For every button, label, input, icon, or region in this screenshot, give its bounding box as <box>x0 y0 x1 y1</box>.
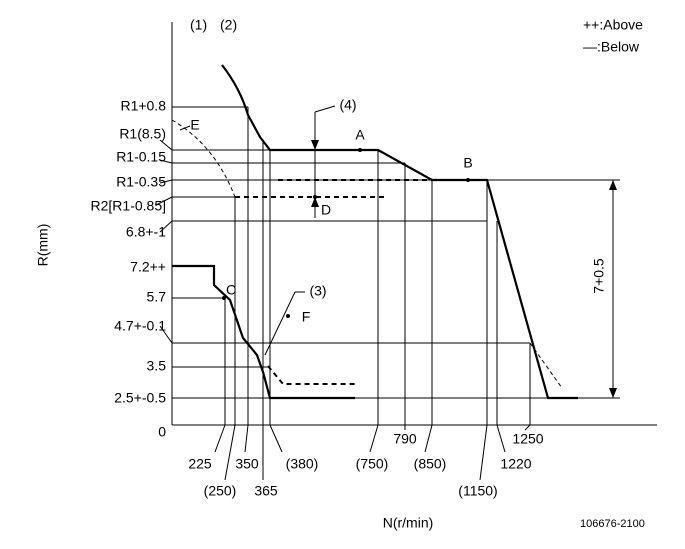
vertical-lines <box>214 107 531 481</box>
y-label: R1(8.5) <box>119 126 166 142</box>
annotation: C <box>226 282 236 298</box>
reference-lines <box>155 106 620 399</box>
annotation: (4) <box>339 97 356 113</box>
header-label: (2) <box>220 17 237 33</box>
annotation: E <box>190 117 199 133</box>
y-label: R1-0.15 <box>116 149 166 165</box>
x-label: 350 <box>235 456 259 472</box>
y-axis-title: R(mm) <box>35 224 51 267</box>
x-label: 365 <box>254 483 278 499</box>
y-label: R1-0.35 <box>116 174 166 190</box>
curves <box>171 64 578 400</box>
y-label: R2[R1-0.85] <box>91 198 166 214</box>
x-axis-title: N(r/min) <box>383 515 434 531</box>
legend-entry: ++:Above <box>583 17 643 33</box>
y-label: 2.5+-0.5 <box>114 390 166 406</box>
y-label: R1+0.8 <box>120 98 166 114</box>
x-label: 225 <box>188 456 212 472</box>
header-label: (1) <box>190 17 207 33</box>
y-label: 5.7 <box>147 289 167 305</box>
annotation: D <box>321 202 331 218</box>
y-label: 7.2++ <box>130 259 166 275</box>
x-label: (750) <box>356 456 389 472</box>
annotation: F <box>302 309 311 325</box>
annotation: B <box>463 155 472 171</box>
legend-entry: —:Below <box>583 39 640 55</box>
x-label: 1220 <box>500 456 531 472</box>
y-label: 3.5 <box>147 358 167 374</box>
y-label: 6.8+-1 <box>126 224 166 240</box>
code: 106676-2100 <box>580 518 645 530</box>
x-label: (250) <box>204 483 237 499</box>
y-label: 0 <box>158 424 166 440</box>
x-label: 790 <box>393 431 417 447</box>
dimension: 7+0.5 <box>591 258 607 294</box>
x-label: (380) <box>286 456 319 472</box>
x-label: (1150) <box>458 483 497 499</box>
annotation: (3) <box>309 283 326 299</box>
y-label: 4.7+-0.1 <box>114 318 166 334</box>
arrows <box>179 105 617 398</box>
annotation: A <box>355 127 365 143</box>
x-label: 1250 <box>512 431 543 447</box>
axes <box>171 22 657 426</box>
x-label: (850) <box>414 456 447 472</box>
